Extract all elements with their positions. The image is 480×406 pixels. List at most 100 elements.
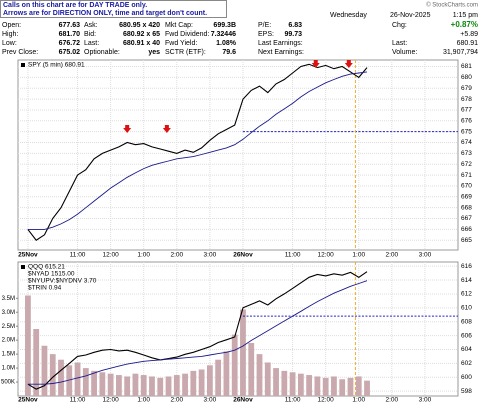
y-tick-label: 666 xyxy=(461,226,472,233)
x-tick-label: 25Nov xyxy=(18,397,38,404)
quote-value: 681.70 xyxy=(59,31,81,38)
last: 680.91 xyxy=(457,40,479,47)
y-tick-label: 610 xyxy=(461,305,472,312)
volume-bar xyxy=(314,376,321,396)
volume-bar xyxy=(182,373,188,396)
volume-bar xyxy=(165,376,172,396)
x-tick-label: 2:00 xyxy=(170,252,183,259)
volume-bar xyxy=(306,375,313,396)
quote-label: Ask: xyxy=(84,22,98,29)
last-label: Last: xyxy=(392,40,407,47)
note: Arrows are for DIRECTION ONLY, time and … xyxy=(3,10,207,17)
moving-average xyxy=(27,280,368,385)
quote-value: 6.83 xyxy=(288,22,302,29)
y-tick-label: 679 xyxy=(461,85,472,92)
quote-value: 79.6 xyxy=(222,49,236,56)
quote-value: 7.32446 xyxy=(211,31,236,38)
chg-label: Chg: xyxy=(392,22,407,29)
x-tick-label: 11:00 xyxy=(285,397,301,404)
quote-label: Optionable: xyxy=(84,49,120,56)
quote-value: 680.91 x 40 xyxy=(123,40,160,47)
quote-label: Last: xyxy=(84,40,99,47)
arrow xyxy=(344,60,353,68)
note: Calls on this chart are for DAY TRADE on… xyxy=(3,2,147,9)
volume-bar xyxy=(223,351,230,396)
volume: 31,907,794 xyxy=(443,49,478,56)
x-tick-label: 2:00 xyxy=(386,252,399,259)
volume-bar xyxy=(124,376,131,396)
volume-bar xyxy=(215,359,222,396)
volume-bar xyxy=(256,354,263,396)
volume-bar xyxy=(331,376,337,396)
volume-bar xyxy=(132,373,139,396)
x-tick-label: 12:00 xyxy=(102,252,119,259)
volume-bar xyxy=(231,334,238,396)
y-tick-label: 668 xyxy=(461,204,472,211)
arrow xyxy=(162,125,171,133)
quote-label: Mkt Cap: xyxy=(165,22,193,29)
volume-bar xyxy=(273,368,279,396)
volume-bar xyxy=(74,362,81,396)
volume-bar xyxy=(173,375,180,396)
volume-bar xyxy=(91,370,97,396)
y2-tick-label: 3.0M xyxy=(2,310,15,316)
moving-average xyxy=(27,71,368,230)
volume-bar xyxy=(355,376,362,396)
y-tick-label: 673 xyxy=(461,150,472,157)
quote-value: 675.02 xyxy=(59,49,81,56)
y-tick-label: 606 xyxy=(461,332,472,339)
legend-label: $NYAD 1515.00 xyxy=(28,271,75,278)
quote-label: Next Earnings: xyxy=(258,49,304,56)
volume-bar xyxy=(99,372,106,396)
legend-label: $TRIN 0.94 xyxy=(28,285,62,292)
quote-value: yes xyxy=(148,49,160,56)
y-tick-label: 665 xyxy=(461,237,472,244)
x-tick-label: 2:00 xyxy=(170,397,183,404)
time: 1:15 pm xyxy=(453,12,478,19)
chg: +5.89 xyxy=(460,31,478,38)
chg-pct: +0.87% xyxy=(451,20,478,29)
volume-bar xyxy=(33,329,40,396)
y-tick-label: 616 xyxy=(461,263,472,270)
legend-label: QQQ 615.21 xyxy=(28,264,65,271)
quote-value: 99.73 xyxy=(284,31,302,38)
y-tick-label: 675 xyxy=(461,128,472,135)
legend-swatch xyxy=(21,63,25,67)
arrow xyxy=(311,60,320,68)
x-tick-label: 11:00 xyxy=(70,397,86,404)
volume-bar xyxy=(107,373,114,396)
date: 26-Nov-2025 xyxy=(390,12,431,19)
x-tick-label: 1:00 xyxy=(137,397,150,404)
x-tick-label: 26Nov xyxy=(233,252,253,259)
quote-label: EPS: xyxy=(258,31,274,38)
y-tick-label: 681 xyxy=(461,63,472,70)
volume-bar xyxy=(82,368,89,396)
x-tick-label: 1:00 xyxy=(352,252,365,259)
volume-bar xyxy=(116,375,122,396)
y-tick-label: 598 xyxy=(461,388,472,395)
volume-bar xyxy=(347,377,354,396)
quote-value: 1.08% xyxy=(216,40,237,47)
y-tick-label: 608 xyxy=(461,318,472,325)
legend-label: $NYUPV:$NYDNV 3.70 xyxy=(28,278,97,285)
x-tick-label: 25Nov xyxy=(18,252,38,259)
notes-box xyxy=(0,0,227,18)
volume-bar xyxy=(339,379,346,396)
volume-bar xyxy=(140,375,147,396)
volume-bar xyxy=(206,365,213,396)
quote-label: Open: xyxy=(2,22,21,29)
y-tick-label: 602 xyxy=(461,360,472,367)
x-tick-label: 11:00 xyxy=(285,252,301,259)
copyright: © StockCharts.com xyxy=(426,2,478,9)
x-tick-label: 2:00 xyxy=(386,397,399,404)
volume-bar xyxy=(264,362,271,396)
y-tick-label: 669 xyxy=(461,194,472,201)
quote-label: Prev Close: xyxy=(2,49,38,56)
x-tick-label: 12:00 xyxy=(318,397,335,404)
x-tick-label: 11:00 xyxy=(70,252,86,259)
quote-label: P/E: xyxy=(258,22,271,29)
y-tick-label: 667 xyxy=(461,215,472,222)
volume-bar xyxy=(297,373,304,396)
x-tick-label: 3:00 xyxy=(204,397,217,404)
volume-bar xyxy=(58,359,64,396)
